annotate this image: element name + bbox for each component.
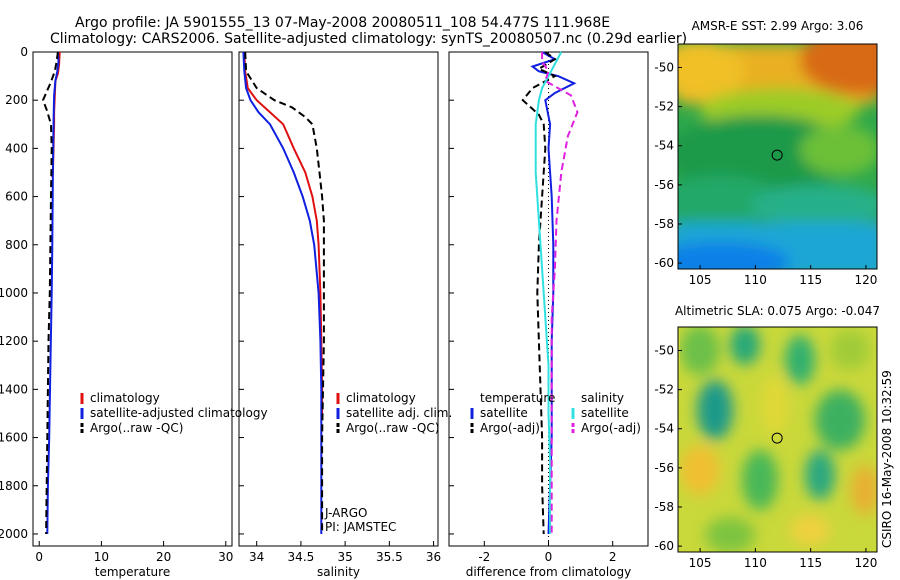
map-y-tick-label: -56 (654, 461, 674, 475)
profile-annotation: PI: JAMSTEC (325, 520, 396, 534)
legend-label: Argo(..raw -QC) (90, 421, 183, 435)
plot-frame (238, 51, 439, 547)
series-line-satellite-adjusted-climatology (46, 51, 60, 535)
series-line-argo-raw-qc (41, 51, 59, 535)
map-y-tick-label: -60 (654, 256, 674, 270)
map-y-tick-label: -54 (654, 139, 674, 153)
map-y-tick-label: -56 (654, 178, 674, 192)
map-title: Altimetric SLA: 0.075 Argo: -0.047 (675, 304, 880, 318)
map-y-tick-label: -54 (654, 422, 674, 436)
map-y-tick-label: -52 (654, 383, 674, 397)
sst-map-field (678, 44, 877, 269)
y-tick-label: 400 (5, 141, 28, 155)
map-x-tick-label: 120 (854, 556, 877, 570)
series-line-salinity-satellite (534, 51, 563, 534)
x-axis-label: temperature (95, 565, 170, 579)
map-x-tick-label: 110 (744, 556, 767, 570)
legend-label: satellite (581, 406, 629, 420)
map-title: AMSR-E SST: 2.99 Argo: 3.06 (692, 19, 864, 33)
map-y-tick-label: -58 (654, 217, 674, 231)
legend-label: climatology (346, 391, 416, 405)
x-tick-label: 30 (218, 550, 233, 564)
map-y-tick-label: -50 (654, 60, 674, 74)
legend-label: Argo(..raw -QC) (346, 421, 439, 435)
y-tick-label: 1000 (0, 286, 28, 300)
y-tick-label: 1800 (0, 479, 28, 493)
y-tick-label: 200 (5, 93, 28, 107)
series-line-salinity-argo-adj (541, 52, 579, 534)
series-line-satellite-adj-clim (242, 51, 323, 534)
figure-title-line1: Argo profile: JA 5901555_13 07-May-2008 … (75, 15, 610, 31)
map-x-tick-label: 110 (744, 273, 767, 287)
series-line-climatology (243, 51, 324, 414)
sla-map-field (680, 327, 877, 552)
y-tick-label: 1400 (0, 382, 28, 396)
legend-label: Argo(-adj) (581, 421, 641, 435)
map-x-tick-label: 105 (689, 556, 712, 570)
x-tick-label: 36 (426, 550, 441, 564)
series-line-temperature-satellite (530, 51, 577, 535)
x-axis-label: salinity (317, 565, 360, 579)
y-tick-label: 1200 (0, 334, 28, 348)
sst-map-panel: AMSR-E SST: 2.99 Argo: 3.06 105 110 115 120 -… (654, 19, 878, 287)
x-tick-label: 2 (609, 550, 617, 564)
temperature-panel: 0 10 20 30 0 200 400 600 800 1000 1200 1400 1600 1800… (0, 45, 268, 579)
map-y-tick-label: -58 (654, 500, 674, 514)
legend-label: satellite adj. clim. (346, 406, 452, 420)
y-tick-label: 1600 (0, 431, 28, 445)
map-x-tick-label: 115 (799, 556, 822, 570)
legend-label: satellite (480, 406, 528, 420)
x-tick-label: 10 (94, 550, 109, 564)
x-tick-label: 0 (35, 550, 43, 564)
map-y-tick-label: -52 (654, 100, 674, 114)
y-tick-label: 0 (20, 45, 28, 59)
y-tick-label: 2000 (0, 527, 28, 541)
legend-label: climatology (90, 391, 160, 405)
profile-annotation: J-ARGO (324, 506, 367, 520)
argo-float-position-marker (771, 432, 783, 444)
x-tick-label: 35 (337, 550, 352, 564)
legend-label: satellite-adjusted climatology (90, 406, 268, 420)
legend-group-title: salinity (581, 391, 624, 405)
x-tick-label: 0 (545, 550, 553, 564)
plot-frame (32, 51, 233, 547)
series-line-argo-raw-qc (244, 51, 325, 534)
plot-frame (448, 51, 649, 547)
series-line-temperature-argo-adj (521, 51, 558, 535)
legend-label: Argo(-adj) (480, 421, 540, 435)
map-x-tick-label: 115 (799, 273, 822, 287)
map-y-tick-label: -50 (654, 343, 674, 357)
argo-float-position-marker (771, 149, 783, 161)
legend-group-title: temperature (480, 391, 555, 405)
map-x-tick-label: 120 (854, 273, 877, 287)
x-tick-label: 34.5 (288, 550, 315, 564)
credit-stamp: CSIRO 16-May-2008 10:32:59 (880, 370, 894, 548)
x-axis-label: difference from climatology (466, 565, 632, 579)
map-x-tick-label: 105 (689, 273, 712, 287)
y-tick-label: 600 (5, 190, 28, 204)
y-tick-label: 800 (5, 238, 28, 252)
sla-map-panel: Altimetric SLA: 0.075 Argo: -0.047 105 110… (654, 304, 880, 570)
x-tick-label: 34 (249, 550, 264, 564)
x-tick-label: 20 (156, 550, 171, 564)
figure-title-line2: Climatology: CARS2006. Satellite-adjuste… (50, 31, 687, 47)
x-tick-label: 35.5 (376, 550, 403, 564)
x-tick-label: -2 (478, 550, 490, 564)
salinity-panel: 34 34.5 35 35.5 36 salinity climatologysatelli… (238, 51, 452, 579)
map-y-tick-label: -60 (654, 539, 674, 553)
